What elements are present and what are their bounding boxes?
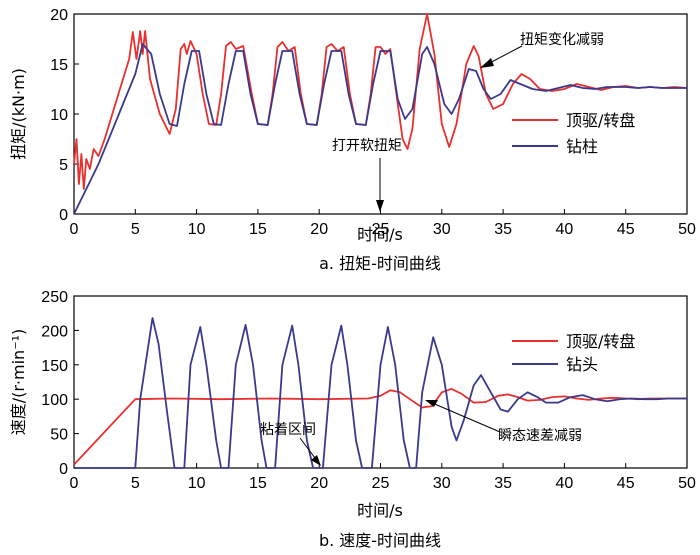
torque-ytick-label: 10 xyxy=(50,107,68,124)
torque-xtick-label: 10 xyxy=(188,221,206,238)
torque-xtick-label: 40 xyxy=(556,221,574,238)
torque-annotation-weaken: 扭矩变化减弱 xyxy=(520,32,604,48)
speed-xtick-label: 20 xyxy=(310,475,328,492)
torque-legend-string: 钻柱 xyxy=(566,137,598,156)
torque-xtick-label: 20 xyxy=(310,221,328,238)
speed-annotation-weaken-arrowhead xyxy=(425,400,438,407)
torque-xtick-label: 15 xyxy=(249,221,267,238)
speed-ytick-label: 150 xyxy=(41,358,68,375)
speed-chart: 0 5 10 15 20 25 30 35 40 45 50 0 50 100 150 200 250 时间/… xyxy=(9,289,696,550)
speed-legend-bit: 钻头 xyxy=(566,355,598,374)
torque-series-line-1 xyxy=(73,43,687,215)
torque-xtick-label: 30 xyxy=(433,221,451,238)
speed-annotation-stick: 粘着区间 xyxy=(260,422,316,438)
torque-ytick-label: 15 xyxy=(50,57,68,74)
torque-ytick-label: 20 xyxy=(50,7,68,24)
speed-xtick-label: 40 xyxy=(556,475,574,492)
speed-ylabel: 速度/(r·min⁻¹) xyxy=(9,329,28,436)
speed-caption: b. 速度-时间曲线 xyxy=(319,531,441,550)
speed-xlabel: 时间/s xyxy=(357,501,403,520)
torque-ytick-label: 5 xyxy=(59,157,68,174)
torque-caption: a. 扭矩-时间曲线 xyxy=(319,254,441,273)
torque-legend-drive: 顶驱/转盘 xyxy=(566,111,635,130)
speed-series-line-1 xyxy=(74,317,687,469)
speed-y-axis: 0 50 100 150 200 250 xyxy=(41,289,79,478)
torque-xlabel: 时间/s xyxy=(357,225,403,244)
speed-annotation-weaken-line xyxy=(429,401,501,433)
speed-xtick-label: 50 xyxy=(678,475,696,492)
torque-xtick-label: 45 xyxy=(617,221,635,238)
speed-plot-frame xyxy=(73,295,688,469)
speed-xtick-label: 0 xyxy=(70,475,79,492)
speed-ytick-label: 100 xyxy=(41,392,68,409)
torque-xtick-label: 0 xyxy=(70,221,79,238)
speed-annotation-stick-arrowhead xyxy=(311,455,321,466)
speed-ytick-label: 50 xyxy=(50,427,68,444)
speed-xtick-label: 15 xyxy=(249,475,267,492)
torque-xtick-label: 5 xyxy=(131,221,140,238)
torque-xtick-label: 35 xyxy=(494,221,512,238)
speed-ytick-label: 200 xyxy=(41,323,68,340)
speed-xtick-label: 25 xyxy=(372,475,390,492)
speed-xtick-label: 45 xyxy=(617,475,635,492)
speed-x-axis: 0 5 10 15 20 25 30 35 40 45 50 xyxy=(70,463,696,492)
torque-annotation-soft-torque-arrowhead xyxy=(376,200,384,212)
speed-xtick-label: 35 xyxy=(494,475,512,492)
speed-ytick-label: 0 xyxy=(59,461,68,478)
speed-legend-drive: 顶驱/转盘 xyxy=(566,332,635,351)
speed-xtick-label: 10 xyxy=(188,475,206,492)
speed-xtick-label: 30 xyxy=(433,475,451,492)
torque-xtick-label: 25 xyxy=(372,221,390,238)
torque-series xyxy=(73,13,688,215)
torque-y-axis: 0 5 10 15 20 xyxy=(50,7,79,224)
torque-annotation-weaken-arrowhead xyxy=(480,58,494,68)
speed-series xyxy=(73,317,687,469)
speed-annotation-weaken: 瞬态速差减弱 xyxy=(498,428,582,444)
speed-xtick-label: 5 xyxy=(131,475,140,492)
torque-ylabel: 扭矩/(kN·m) xyxy=(9,68,28,160)
speed-ytick-label: 250 xyxy=(41,289,68,306)
torque-ytick-label: 0 xyxy=(59,207,68,224)
torque-x-axis: 0 5 10 15 20 25 30 35 40 45 50 xyxy=(70,209,696,238)
torque-xtick-label: 50 xyxy=(678,221,696,238)
torque-annotation-soft-torque: 打开软扭矩 xyxy=(332,137,402,154)
torque-chart: 0 5 10 15 20 25 30 35 40 45 50 0 5 10 15 20 时间/s 扭矩/(k… xyxy=(9,7,696,273)
